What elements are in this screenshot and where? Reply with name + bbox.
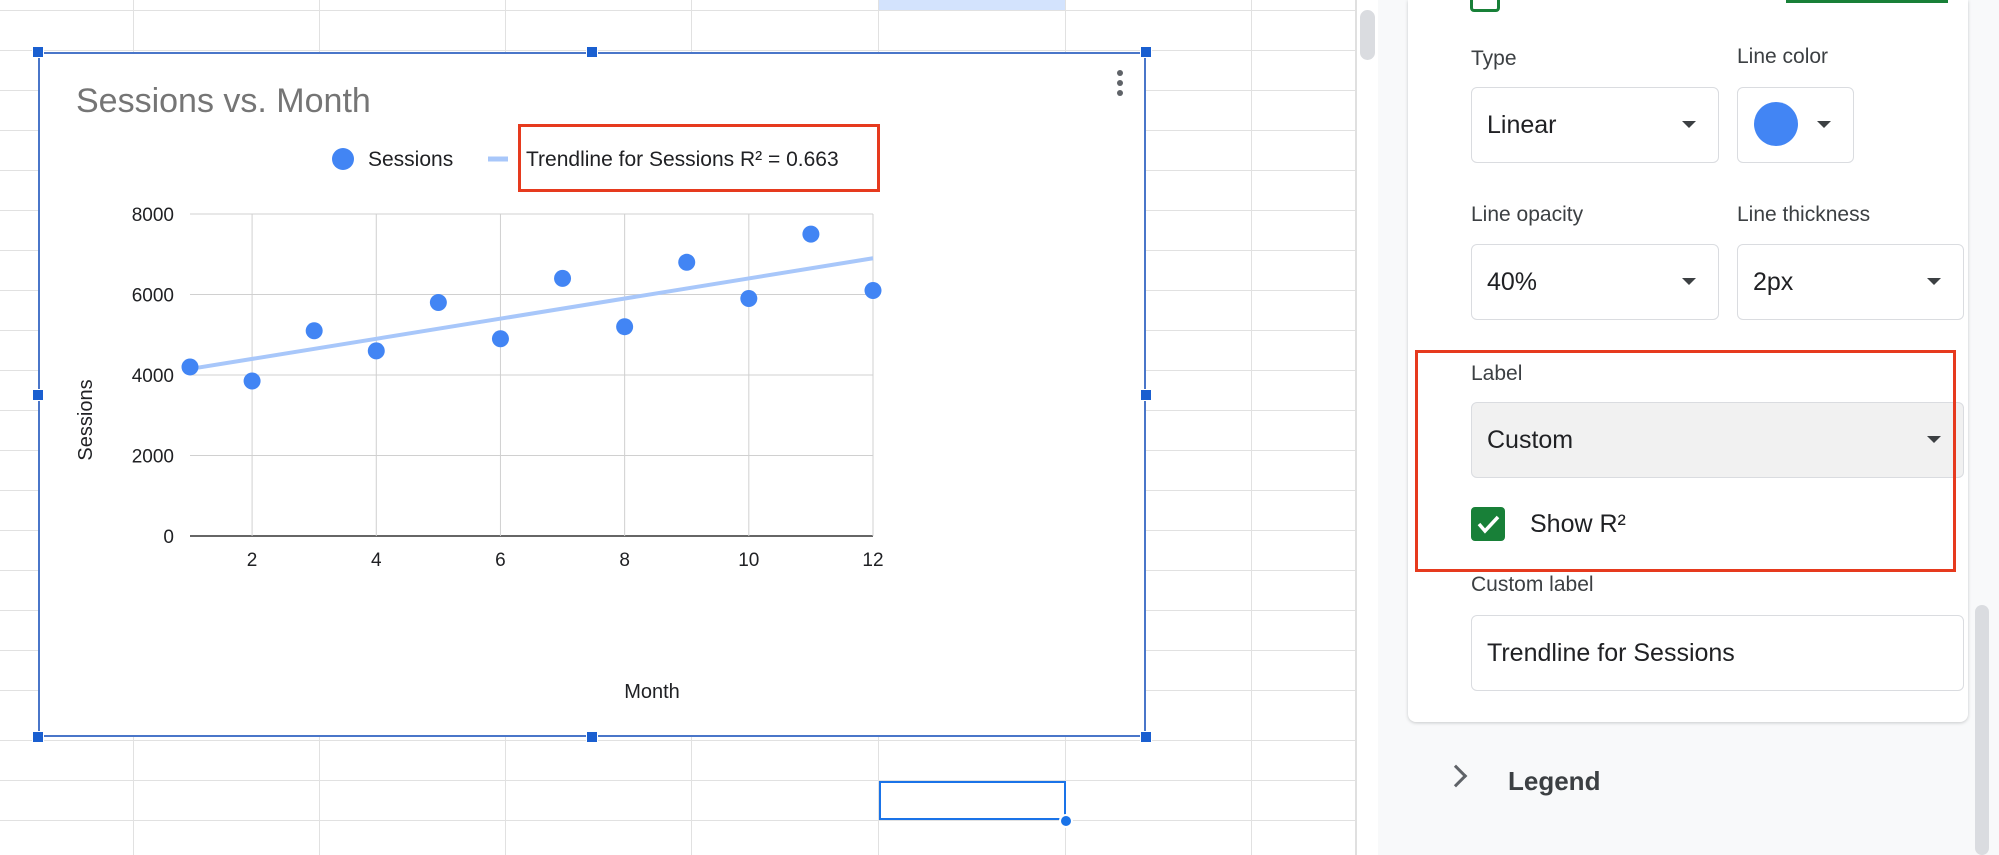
custom-label-label: Custom label bbox=[1471, 573, 1594, 596]
type-select-value: Linear bbox=[1487, 111, 1557, 139]
y-tick-label: 2000 bbox=[132, 447, 174, 468]
resize-handle[interactable] bbox=[1140, 731, 1152, 743]
line-thickness-value: 2px bbox=[1753, 268, 1794, 296]
x-tick-label: 10 bbox=[738, 550, 759, 571]
line-opacity-label: Line opacity bbox=[1471, 203, 1584, 226]
chart-title: Sessions vs. Month bbox=[76, 82, 371, 120]
data-point[interactable] bbox=[367, 342, 385, 360]
y-tick-label: 4000 bbox=[132, 366, 174, 387]
resize-handle[interactable] bbox=[32, 731, 44, 743]
x-tick-label: 8 bbox=[619, 550, 630, 571]
color-swatch-icon bbox=[1754, 102, 1798, 146]
y-tick-label: 8000 bbox=[132, 205, 174, 226]
y-tick-label: 6000 bbox=[132, 286, 174, 307]
trendline bbox=[189, 256, 874, 371]
data-point[interactable] bbox=[616, 318, 634, 336]
resize-handle[interactable] bbox=[32, 46, 44, 58]
data-point[interactable] bbox=[429, 294, 447, 312]
label-select-value: Custom bbox=[1487, 426, 1574, 454]
label-label: Label bbox=[1471, 362, 1523, 385]
grid-line bbox=[0, 50, 1355, 51]
line-opacity-select[interactable]: 40% bbox=[1471, 244, 1719, 320]
x-tick-label: 12 bbox=[862, 550, 883, 571]
selected-column-header bbox=[879, 0, 1065, 10]
dropdown-arrow-icon bbox=[1682, 121, 1696, 128]
grid-line bbox=[1251, 0, 1252, 855]
fill-handle[interactable] bbox=[1059, 814, 1073, 828]
chart-more-options-icon[interactable] bbox=[1110, 66, 1130, 106]
x-tick-label: 2 bbox=[247, 550, 258, 571]
dropdown-arrow-icon bbox=[1927, 278, 1941, 285]
color-swatch-bar bbox=[1786, 0, 1948, 3]
dropdown-arrow-icon bbox=[1927, 436, 1941, 443]
show-r2-label: Show R² bbox=[1530, 510, 1626, 538]
chart-plot: 0 2000 4000 6000 8000 2 4 6 8 10 12 Sessions Tren… bbox=[75, 148, 884, 703]
checkmark-icon bbox=[1477, 515, 1500, 534]
chart-editor-panel: Type Linear Line color Line opacity 40% … bbox=[1378, 0, 1999, 855]
y-tick-label: 0 bbox=[163, 527, 174, 548]
checkbox-partial[interactable] bbox=[1470, 0, 1500, 12]
grid-line bbox=[0, 10, 1355, 11]
line-thickness-label: Line thickness bbox=[1737, 203, 1871, 226]
label-select[interactable]: Custom bbox=[1471, 402, 1964, 478]
line-opacity-value: 40% bbox=[1487, 268, 1538, 296]
data-point[interactable] bbox=[802, 225, 820, 243]
spreadsheet-grid[interactable]: 0 2000 4000 6000 8000 2 4 6 8 10 12 Sessions Tren… bbox=[0, 0, 1355, 855]
resize-handle[interactable] bbox=[1140, 46, 1152, 58]
show-r2-checkbox[interactable] bbox=[1471, 507, 1505, 541]
trendline-settings-card: Type Linear Line color Line opacity 40% … bbox=[1408, 0, 1968, 722]
x-tick-label: 4 bbox=[371, 550, 382, 571]
grid-line bbox=[0, 820, 1355, 821]
legend-section-title: Legend bbox=[1508, 766, 1601, 796]
panel-divider bbox=[1355, 0, 1357, 855]
panel-scrollbar[interactable] bbox=[1975, 605, 1989, 855]
line-color-select[interactable] bbox=[1737, 87, 1854, 163]
type-select[interactable]: Linear bbox=[1471, 87, 1719, 163]
chevron-right-icon bbox=[1444, 764, 1468, 788]
resize-handle[interactable] bbox=[586, 731, 598, 743]
selected-cell[interactable] bbox=[879, 781, 1066, 820]
trendline-legend-highlight bbox=[518, 124, 880, 192]
type-label: Type bbox=[1471, 47, 1517, 70]
data-point[interactable] bbox=[305, 322, 323, 340]
grid-line bbox=[0, 780, 1355, 781]
label-section-highlight bbox=[1415, 350, 1956, 572]
resize-handle[interactable] bbox=[1140, 389, 1152, 401]
dropdown-arrow-icon bbox=[1682, 278, 1696, 285]
custom-label-input[interactable] bbox=[1471, 615, 1964, 691]
resize-handle[interactable] bbox=[586, 46, 598, 58]
line-color-label: Line color bbox=[1737, 45, 1829, 68]
data-point[interactable] bbox=[864, 281, 882, 299]
legend-section-toggle[interactable]: Legend bbox=[1408, 746, 1968, 816]
x-tick-label: 6 bbox=[495, 550, 506, 571]
grid-line bbox=[0, 740, 1355, 741]
y-axis-title: Sessions bbox=[75, 379, 97, 460]
data-point[interactable] bbox=[181, 358, 199, 376]
data-point[interactable] bbox=[678, 253, 696, 271]
data-point[interactable] bbox=[243, 372, 261, 390]
sheet-scrollbar[interactable] bbox=[1360, 10, 1375, 60]
data-point[interactable] bbox=[740, 290, 758, 308]
line-thickness-select[interactable]: 2px bbox=[1737, 244, 1964, 320]
data-point[interactable] bbox=[491, 330, 509, 348]
legend-trendline-label: Trendline for Sessions R² = 0.663 bbox=[526, 148, 839, 171]
x-axis-title: Month bbox=[624, 681, 680, 703]
data-point[interactable] bbox=[554, 269, 572, 287]
legend-sessions-marker bbox=[332, 148, 354, 170]
scatter-chart[interactable]: 0 2000 4000 6000 8000 2 4 6 8 10 12 Sessions Tren… bbox=[38, 52, 1146, 737]
dropdown-arrow-icon bbox=[1817, 121, 1831, 128]
legend-sessions-label: Sessions bbox=[368, 148, 453, 171]
resize-handle[interactable] bbox=[32, 389, 44, 401]
